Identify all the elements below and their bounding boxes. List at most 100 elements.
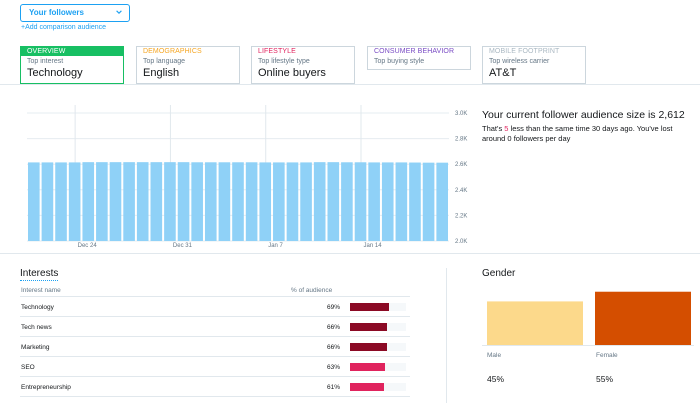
interest-bar [350,383,385,391]
tab-consumer-behavior[interactable]: CONSUMER BEHAVIOR Top buying style [367,46,471,70]
chart-bar [354,162,367,241]
interest-name: Technology [21,304,54,311]
section-divider [0,253,700,254]
interest-pct: 63% [326,364,340,371]
summary-desc-suffix: less than the same time 30 days ago. You… [482,124,673,143]
interest-row: SEO 63% [20,357,410,377]
tab-value: Technology [27,67,83,79]
tab-subtitle: Top buying style [374,58,425,65]
tab-value: Online buyers [258,67,326,79]
tab-category: LIFESTYLE [258,48,296,55]
chevron-down-icon [116,10,122,14]
interest-row: Technology 69% [20,297,410,317]
chart-bar [204,162,217,241]
chart-bar [82,162,95,241]
audience-dropdown-label: Your followers [29,8,84,17]
follower-chart: 2.0K 2.2K 2.4K 2.6K 2.8K 3.0K Dec 24 Dec 31 Jan … [27,105,467,249]
interest-bar-track [350,343,406,351]
interests-title[interactable]: Interests [20,268,59,281]
interest-name: Tech news [21,324,52,331]
interests-table: Interest name % of audience Technology 6… [20,283,410,397]
tab-subtitle: Top lifestyle type [258,58,310,65]
tab-overview[interactable]: OVERVIEW Top interest Technology [20,46,124,84]
y-tick-label: 2.2K [455,213,467,219]
tab-category: CONSUMER BEHAVIOR [374,48,455,55]
chart-bar [164,162,176,241]
x-tick-label: Dec 24 [78,243,98,249]
interest-bar-track [350,303,406,311]
chart-bar [55,162,67,241]
chart-bar [150,162,163,241]
interest-bar-track [350,323,406,331]
chart-bar [395,162,408,241]
tab-value: English [143,67,180,79]
tab-value: AT&T [489,67,517,79]
interest-bar [350,323,387,331]
col-interest-name: Interest name [21,287,61,294]
chart-bar [28,162,40,241]
interest-pct: 69% [326,304,340,311]
gender-pct-female: 55% [596,374,614,384]
chart-bar [123,162,135,241]
gender-title: Gender [482,268,516,279]
interest-pct: 66% [326,344,340,351]
chart-bar [273,162,285,241]
add-comparison-link[interactable]: +Add comparison audience [21,24,107,31]
chart-bar [68,162,81,241]
interest-row: Tech news 66% [20,317,410,337]
audience-size-title: Your current follower audience size is 2… [482,109,685,121]
chart-bar [341,162,353,241]
interest-name: SEO [21,364,35,371]
chart-bar [41,162,54,241]
x-tick-label: Dec 31 [173,243,193,249]
tabs-divider [0,84,700,85]
interest-bar [350,343,387,351]
gender-bar-female [595,291,691,345]
interest-bar [350,363,386,371]
interest-bar-track [350,363,406,371]
gender-label-male: Male [487,352,502,359]
chart-bar [436,162,448,241]
x-tick-label: Jan 14 [364,243,383,249]
chart-bar [422,162,435,241]
summary-desc-number: 5 [504,124,509,133]
interest-row: Entrepreneurship 61% [20,377,410,397]
y-tick-label: 2.4K [455,188,467,194]
y-tick-label: 2.6K [455,162,467,168]
tab-category: DEMOGRAPHICS [143,48,202,55]
gender-pct-male: 45% [487,374,505,384]
interest-pct: 61% [326,384,340,391]
chart-bar [191,162,203,241]
gender-baseline [482,345,694,346]
tab-category: MOBILE FOOTPRINT [489,48,560,55]
tab-subtitle: Top wireless carrier [489,58,550,65]
chart-bar [286,162,299,241]
chart-bar [381,162,394,241]
tab-lifestyle[interactable]: LIFESTYLE Top lifestyle type Online buye… [251,46,355,84]
chart-bar [300,162,312,241]
x-tick-label: Jan 7 [268,243,283,249]
interest-bar [350,303,389,311]
tab-subtitle: Top language [143,58,186,65]
chart-bar [245,162,258,241]
interests-header: Interest name % of audience [20,283,410,297]
chart-bar [96,162,108,241]
chart-bar [327,162,340,241]
interest-name: Entrepreneurship [21,384,71,391]
tab-demographics[interactable]: DEMOGRAPHICS Top language English [136,46,240,84]
interest-row: Marketing 66% [20,337,410,357]
tab-mobile-footprint[interactable]: MOBILE FOOTPRINT Top wireless carrier AT… [482,46,586,84]
gender-bar-male [487,301,583,345]
chart-bar [313,162,326,241]
chart-bar [259,162,272,241]
interest-bar-track [350,383,406,391]
y-tick-label: 3.0K [455,111,467,117]
y-tick-label: 2.0K [455,239,467,245]
gender-chart [487,291,691,345]
audience-dropdown[interactable]: Your followers [20,4,130,22]
chart-bar [232,162,244,241]
chart-bar [109,162,122,241]
tab-subtitle: Top interest [27,58,64,65]
chart-bar [218,162,231,241]
tab-category: OVERVIEW [21,47,123,56]
